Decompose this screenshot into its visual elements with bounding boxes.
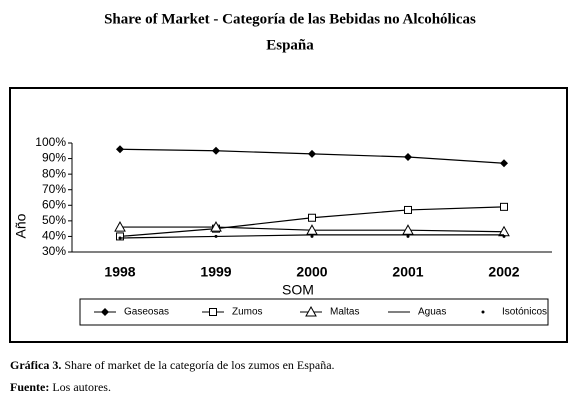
marker [406,234,410,238]
marker [214,234,218,238]
marker [116,232,124,241]
marker [502,234,506,238]
caption-text: Share of market de la categoría de los z… [61,358,334,372]
y-tick-label: 40% [42,229,66,243]
y-tick-label: 100% [35,135,66,149]
y-tick-label: 80% [42,166,66,180]
marker [116,145,124,154]
y-axis-label: Año [13,213,29,238]
legend-label: Gaseosas [124,307,169,318]
marker [118,236,122,240]
marker [310,234,314,238]
x-tick-label: 2001 [392,264,423,280]
y-tick-label: 70% [42,182,66,196]
chart-title: Share of Market - Categoría de las Bebid… [104,11,476,27]
legend-label: Aguas [418,307,446,318]
x-tick-label: 1998 [104,264,135,280]
legend-label: Maltas [330,307,359,318]
series-line [119,234,504,239]
marker [114,221,126,232]
marker [308,213,316,222]
x-tick-label: 2000 [296,264,327,280]
x-tick-label: 2002 [488,264,519,280]
marker [404,153,412,162]
y-tick-label: 50% [42,213,66,227]
caption-label: Gráfica 3. [10,358,61,372]
chart-subtitle: España [266,37,314,53]
marker [306,224,318,235]
marker [305,305,317,317]
marker [404,205,412,214]
y-tick-label: 30% [42,244,66,258]
marker [308,149,316,158]
legend-label: Isotónicos [502,307,547,318]
caption: Gráfica 3. Share of market de la categor… [10,358,335,372]
marker [500,159,508,168]
y-tick-label: 90% [42,151,66,165]
y-tick-label: 60% [42,197,66,211]
marker [101,308,109,316]
chart-frame [9,87,568,343]
legend-box [79,298,549,326]
marker [212,146,220,155]
source-text: Los autores. [49,380,111,394]
marker [500,202,508,211]
marker [402,224,414,235]
source-label: Fuente: [10,380,49,394]
legend-label: Zumos [232,307,263,318]
source: Fuente: Los autores. [10,380,111,394]
marker [210,221,222,232]
marker [209,308,217,316]
x-axis-label: SOM [282,282,314,298]
marker [481,310,485,314]
x-tick-label: 1999 [200,264,231,280]
